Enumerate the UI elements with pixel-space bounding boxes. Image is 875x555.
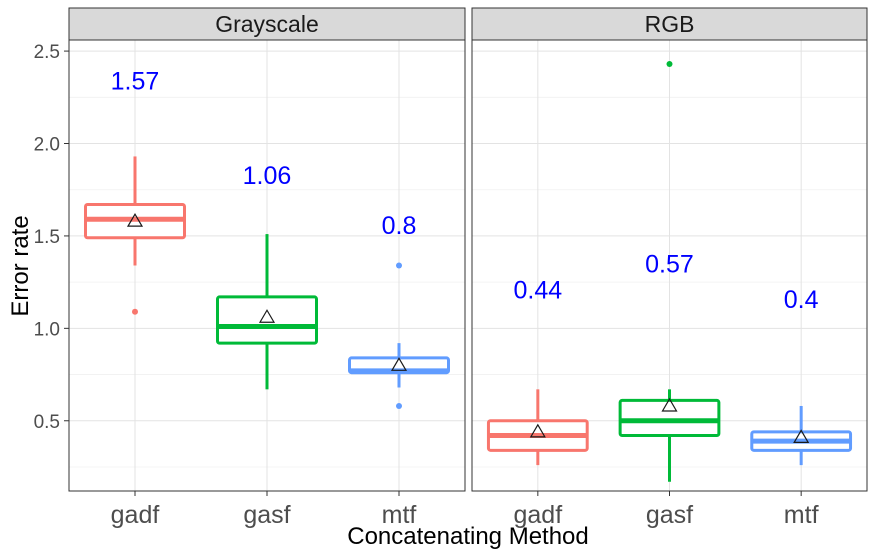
mean-label: 0.8 <box>382 212 417 240</box>
box-body <box>618 398 721 438</box>
outlier-point <box>396 402 402 409</box>
y-tick-label: 1.5 <box>34 227 60 248</box>
mean-label: 1.57 <box>111 68 160 96</box>
y-tick-label: 0.5 <box>34 412 60 433</box>
panel-grayscale: Grayscale 1.57 1.06 0.8 <box>68 7 466 492</box>
x-tick-label-mtf: mtf <box>784 501 819 529</box>
mean-marker <box>793 429 810 443</box>
y-tick-label: 2.5 <box>34 42 60 63</box>
mean-label: 0.4 <box>784 286 819 314</box>
x-tick-label-gadf: gadf <box>513 501 562 529</box>
panel-rgb: RGB 0.44 0.57 0.4 <box>471 7 868 492</box>
box-gasf: 1.06 <box>216 162 318 390</box>
y-tick-label: 2.0 <box>34 135 60 156</box>
mean-label: 0.57 <box>645 251 694 279</box>
mean-marker <box>529 423 546 438</box>
outlier-point <box>132 308 138 315</box>
y-axis-title: Error rate <box>7 215 34 316</box>
x-tick-label-gasf: gasf <box>646 501 693 529</box>
mean-marker <box>661 397 678 412</box>
box-mtf: 0.8 <box>348 212 450 409</box>
x-axis: gadf gasf mtf gadf gasf mtf <box>111 491 819 529</box>
panels-layer: Grayscale 1.57 1.06 0.8 RGB 0.44 0.57 0.4 <box>68 7 868 492</box>
x-tick-label-gasf: gasf <box>243 501 290 529</box>
mean-label: 0.44 <box>513 277 562 305</box>
box-body <box>216 295 318 345</box>
box-mtf: 0.4 <box>750 286 853 466</box>
mean-marker <box>390 357 408 371</box>
strip-label-rgb: RGB <box>645 11 695 37</box>
mean-marker <box>258 309 276 323</box>
x-axis-title: Concatenating Method <box>347 523 589 550</box>
y-axis: 0.5 1.0 1.5 2.0 2.5 <box>34 42 69 433</box>
box-gadf: 1.57 <box>84 68 186 315</box>
x-tick-label-gadf: gadf <box>111 501 160 529</box>
box-gadf: 0.44 <box>486 277 589 466</box>
x-tick-label-mtf: mtf <box>382 501 417 529</box>
y-tick-label: 1.0 <box>34 319 60 340</box>
box-gasf: 0.57 <box>618 61 721 482</box>
mean-marker <box>126 212 144 227</box>
mean-label: 1.06 <box>243 162 292 190</box>
outlier-point <box>666 61 673 68</box>
outlier-point <box>396 262 402 269</box>
strip-label-grayscale: Grayscale <box>215 11 319 37</box>
